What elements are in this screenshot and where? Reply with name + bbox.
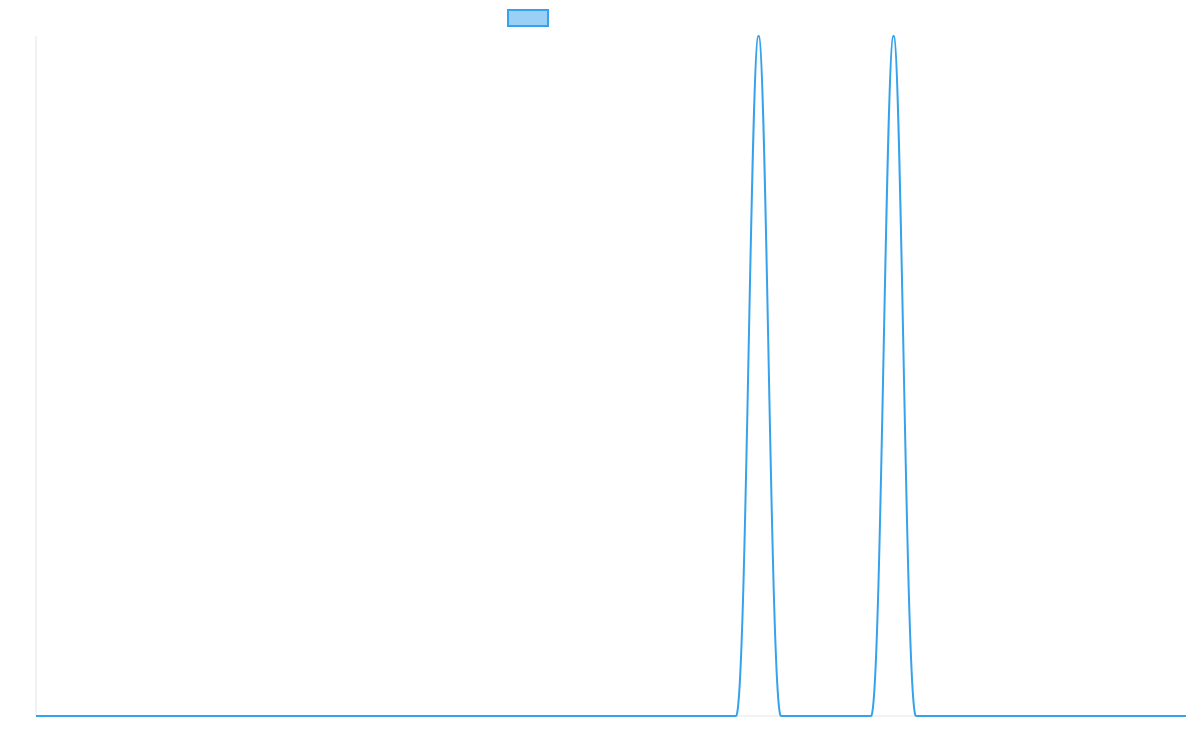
data-point[interactable] <box>868 713 874 719</box>
series-layer <box>33 33 1189 719</box>
data-point[interactable] <box>756 33 762 39</box>
data-point[interactable] <box>1183 713 1189 719</box>
data-point[interactable] <box>891 33 897 39</box>
data-point[interactable] <box>778 713 784 719</box>
data-point[interactable] <box>913 713 919 719</box>
data-point[interactable] <box>733 713 739 719</box>
legend-swatch-0[interactable] <box>507 9 549 27</box>
series-line-0[interactable] <box>36 35 1186 717</box>
data-point[interactable] <box>33 713 39 719</box>
legend[interactable] <box>507 9 549 27</box>
axes <box>35 36 1186 717</box>
